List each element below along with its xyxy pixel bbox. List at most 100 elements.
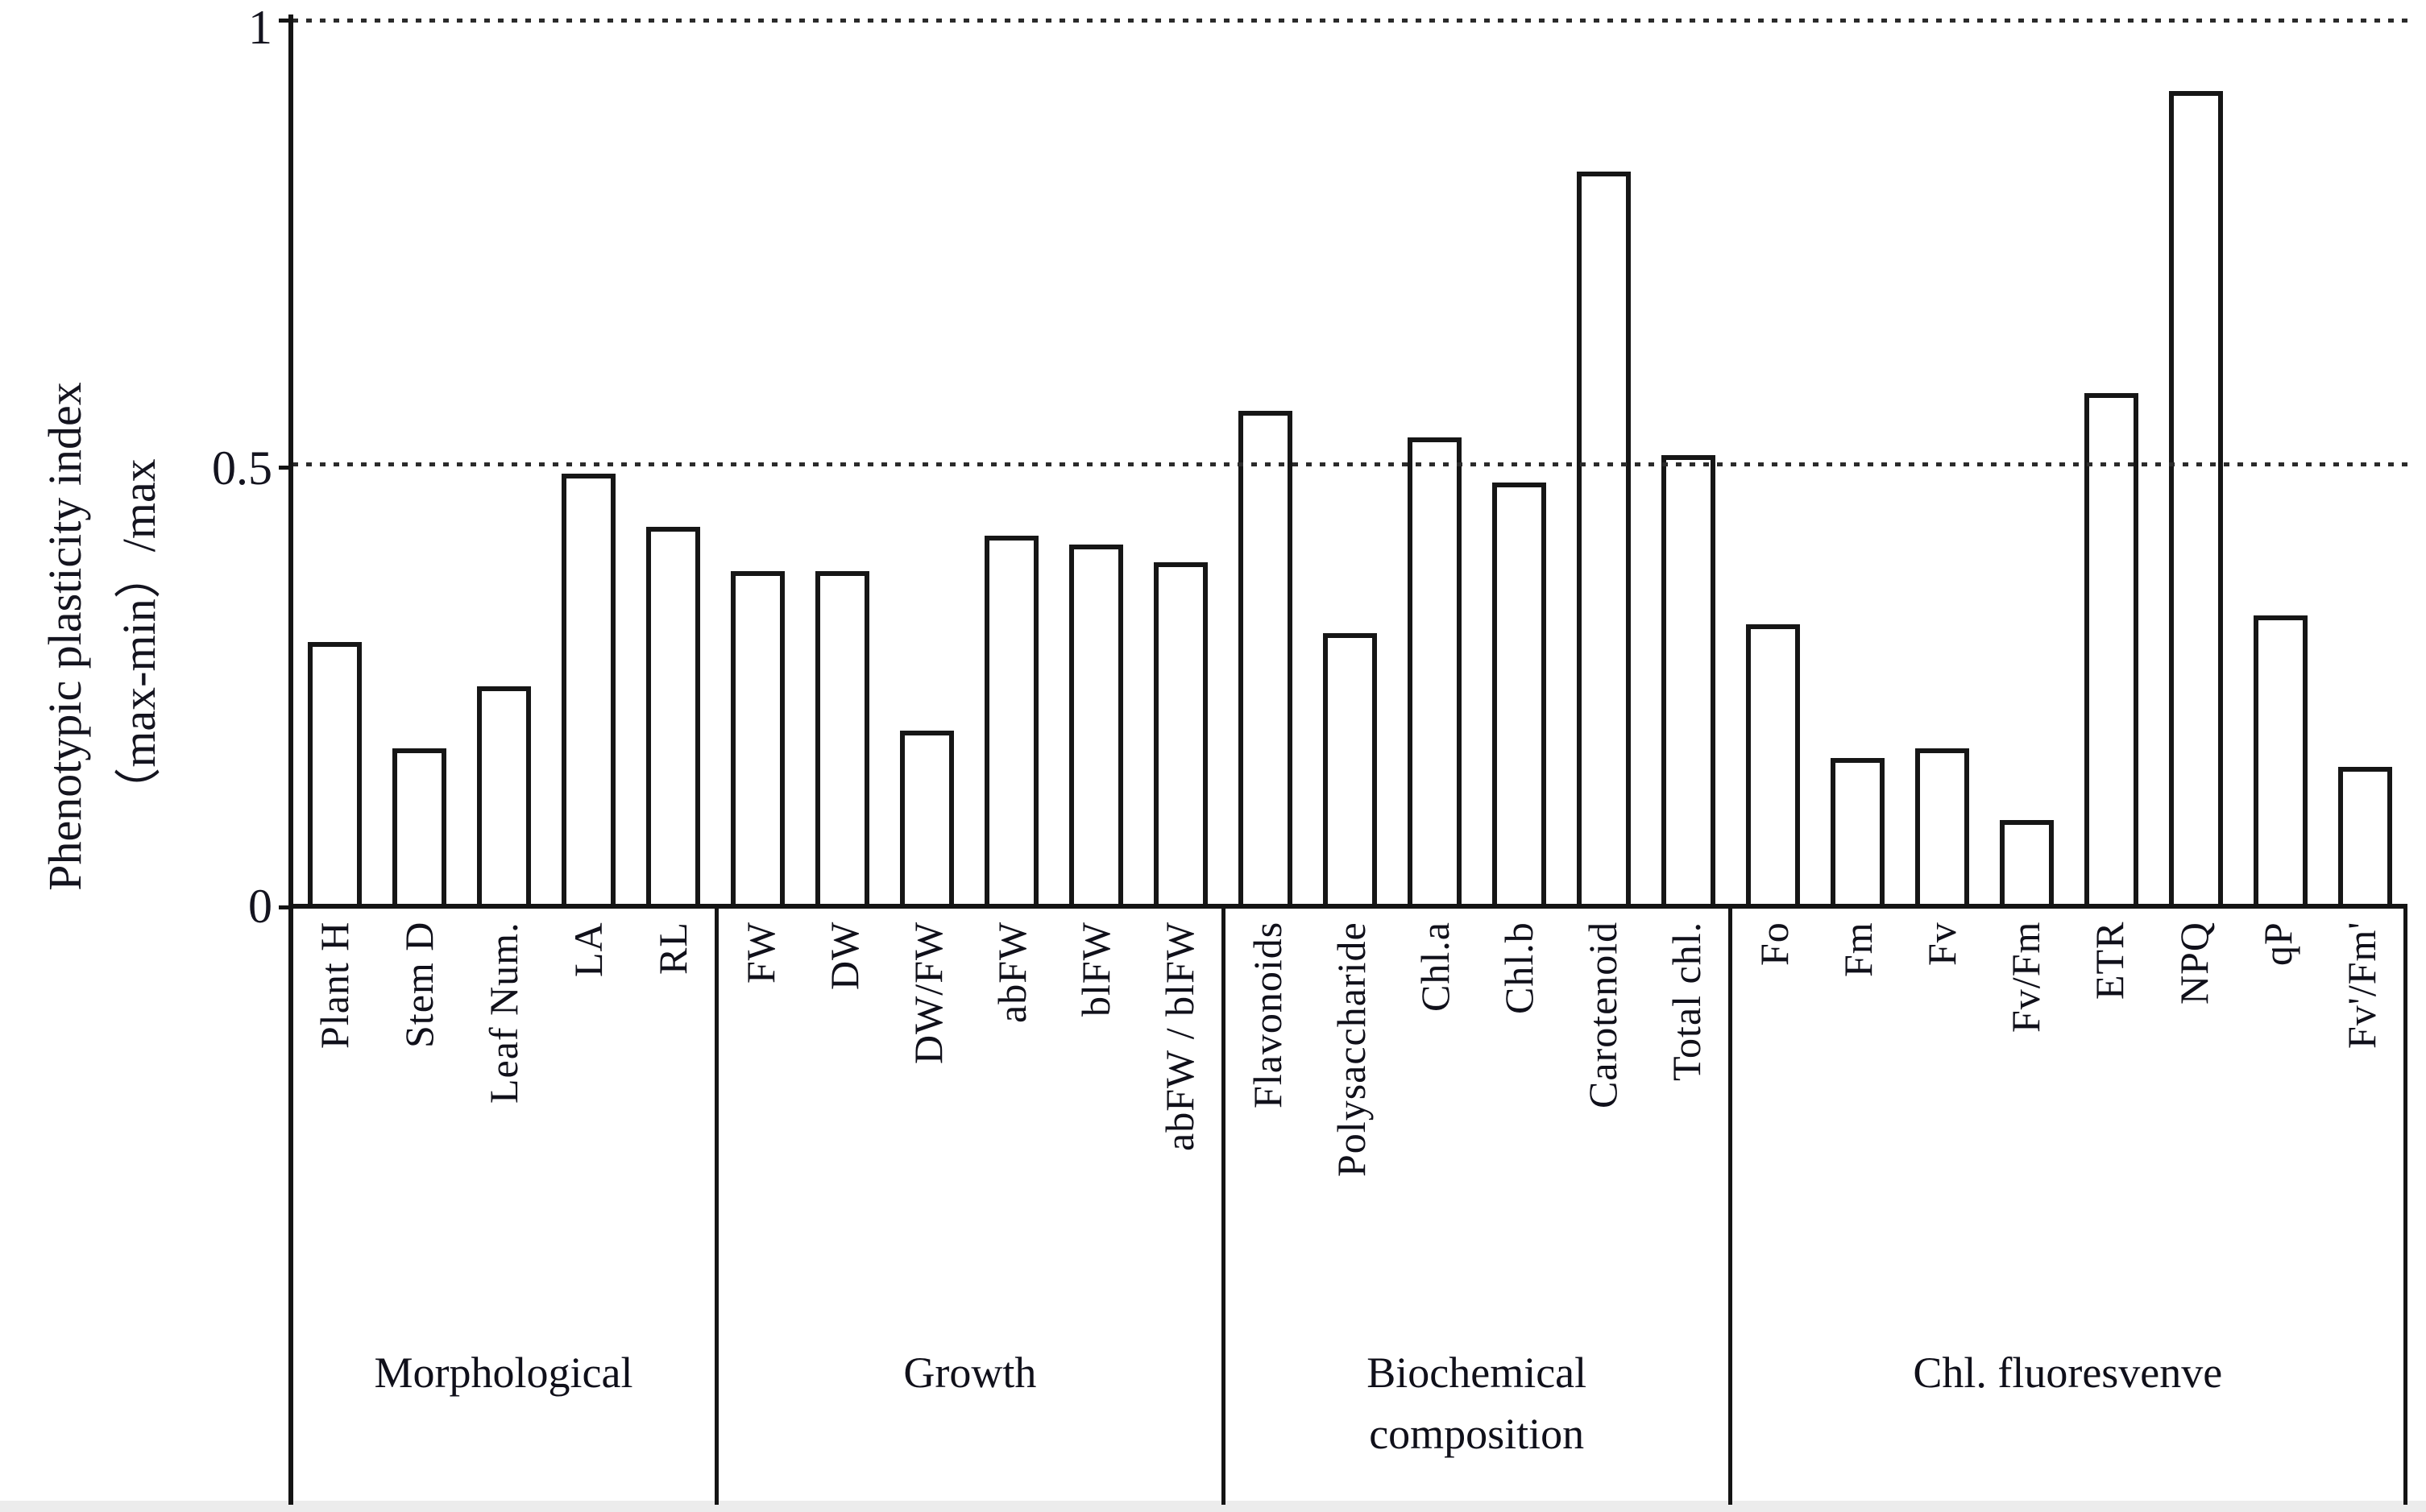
category-label: Fm bbox=[1835, 922, 1881, 977]
bar-rl bbox=[645, 526, 701, 909]
bar-slot bbox=[885, 20, 969, 909]
bar-slot bbox=[1392, 20, 1477, 909]
category-slot: RL bbox=[630, 909, 715, 1275]
category-label: Total chl. bbox=[1663, 922, 1709, 1082]
category-label: Fv'/Fm' bbox=[2338, 922, 2384, 1050]
category-slot: Fv bbox=[1900, 909, 1984, 1275]
category-label: NPQ bbox=[2171, 922, 2217, 1005]
bar-npq bbox=[2168, 91, 2224, 909]
category-slot: Flavonoids bbox=[1225, 909, 1309, 1275]
category-slot: ETR bbox=[2067, 909, 2151, 1275]
bar-leaf-num- bbox=[476, 686, 532, 909]
category-slot: NPQ bbox=[2151, 909, 2235, 1275]
category-slot: Fo bbox=[1732, 909, 1816, 1275]
bar-slot bbox=[1308, 20, 1392, 909]
category-slot: abFW / blFW bbox=[1138, 909, 1221, 1275]
bar-slot bbox=[546, 20, 631, 909]
category-label: Leaf Num. bbox=[480, 922, 526, 1104]
category-slot: FW bbox=[719, 909, 802, 1275]
bar-abfw-blfw bbox=[1153, 561, 1209, 909]
group-bars-3 bbox=[1731, 20, 2407, 909]
category-slot: DW/FW bbox=[886, 909, 970, 1275]
bar-etr bbox=[2084, 393, 2139, 909]
group-bars-0 bbox=[292, 20, 715, 909]
x-axis-line bbox=[288, 904, 2407, 909]
category-slot: Stem D bbox=[377, 909, 462, 1275]
category-label: Carotenoid bbox=[1579, 922, 1625, 1109]
bar-slot bbox=[969, 20, 1054, 909]
bar-fm bbox=[1830, 757, 1885, 909]
category-label: Stem D bbox=[396, 922, 442, 1049]
bar-slot bbox=[1731, 20, 1815, 909]
bar-dw bbox=[815, 570, 870, 909]
bar-la bbox=[561, 473, 616, 909]
bar-plant-h bbox=[307, 642, 363, 909]
y-tickmark-1 bbox=[279, 19, 289, 23]
bar-slot bbox=[2154, 20, 2238, 909]
y-tick-label-0: 0 bbox=[248, 880, 272, 933]
bar-stem-d bbox=[392, 748, 447, 909]
bar-total-chl- bbox=[1661, 455, 1716, 909]
category-slot: Carotenoid bbox=[1561, 909, 1644, 1275]
category-slot: Chl.b bbox=[1477, 909, 1561, 1275]
bar-chl-a bbox=[1407, 437, 1462, 909]
y-tickmark-0_5 bbox=[279, 466, 289, 470]
group-label: Morphological bbox=[374, 1348, 633, 1397]
bar-slot bbox=[1561, 20, 1646, 909]
category-label: Fv/Fm bbox=[2003, 922, 2049, 1034]
bar-chl-b bbox=[1491, 482, 1547, 909]
bar-fv bbox=[1914, 748, 1970, 909]
bar-abfw bbox=[984, 535, 1039, 909]
y-tickmark-0 bbox=[279, 905, 289, 909]
category-slot: blFW bbox=[1054, 909, 1138, 1275]
bar-carotenoid bbox=[1576, 171, 1632, 909]
bar-slot bbox=[1477, 20, 1561, 909]
bar-fv-fm bbox=[1999, 819, 2055, 909]
bars-row bbox=[292, 20, 2407, 909]
category-label: Fo bbox=[1751, 922, 1797, 966]
bottom-edge-band bbox=[0, 1501, 2426, 1512]
category-slot: Chl.a bbox=[1393, 909, 1477, 1275]
category-label: abFW bbox=[989, 922, 1035, 1024]
gridline-dotted-0_5 bbox=[292, 462, 2407, 466]
y-axis-title: Phenotypic plasticity index （max-min）/ma… bbox=[28, 153, 181, 1120]
bar-slot bbox=[800, 20, 885, 909]
bar-slot bbox=[292, 20, 377, 909]
bar-slot bbox=[1646, 20, 1731, 909]
category-label: Polysaccharide bbox=[1328, 922, 1374, 1177]
group-label: Chl. fluoresvenve bbox=[1913, 1348, 2223, 1397]
plot-area bbox=[292, 19, 2407, 909]
category-label: Flavonoids bbox=[1244, 922, 1290, 1109]
bar-slot bbox=[377, 20, 462, 909]
bar-slot bbox=[1900, 20, 1984, 909]
group-bars-1 bbox=[715, 20, 1223, 909]
bar-blfw bbox=[1068, 544, 1124, 909]
group-bars-2 bbox=[1223, 20, 1731, 909]
category-label: qP bbox=[2254, 922, 2300, 966]
bar-slot bbox=[631, 20, 715, 909]
category-slot: Fm bbox=[1816, 909, 1900, 1275]
bar-qp bbox=[2253, 615, 2308, 909]
bar-slot bbox=[1223, 20, 1308, 909]
category-slot: Total chl. bbox=[1644, 909, 1728, 1275]
category-slot: Fv/Fm bbox=[1984, 909, 2067, 1275]
category-label: LA bbox=[565, 922, 611, 977]
group-label: Biochemical composition bbox=[1366, 1348, 1587, 1458]
category-label: Chl.a bbox=[1412, 922, 1458, 1012]
category-slot: LA bbox=[545, 909, 630, 1275]
y-tick-label-1: 1 bbox=[248, 1, 272, 54]
group-label: Growth bbox=[903, 1348, 1037, 1397]
category-labels-row: Plant H Stem D Leaf Num. LA RL bbox=[292, 909, 715, 1275]
bar-fo bbox=[1745, 624, 1801, 909]
category-slot: Fv'/Fm' bbox=[2320, 909, 2403, 1275]
category-label: Chl.b bbox=[1495, 922, 1541, 1014]
category-group-boxes: Plant H Stem D Leaf Num. LA RL Morphological F… bbox=[292, 909, 2407, 1505]
category-labels-row: FW DW DW/FW abFW blFW abFW / blFW bbox=[719, 909, 1221, 1275]
category-label: DW/FW bbox=[905, 922, 951, 1065]
category-slot: Polysaccharide bbox=[1309, 909, 1393, 1275]
bar-dw-fw bbox=[899, 731, 955, 909]
category-slot: Leaf Num. bbox=[462, 909, 546, 1275]
bar-fw bbox=[730, 570, 786, 909]
bar-slot bbox=[715, 20, 800, 909]
